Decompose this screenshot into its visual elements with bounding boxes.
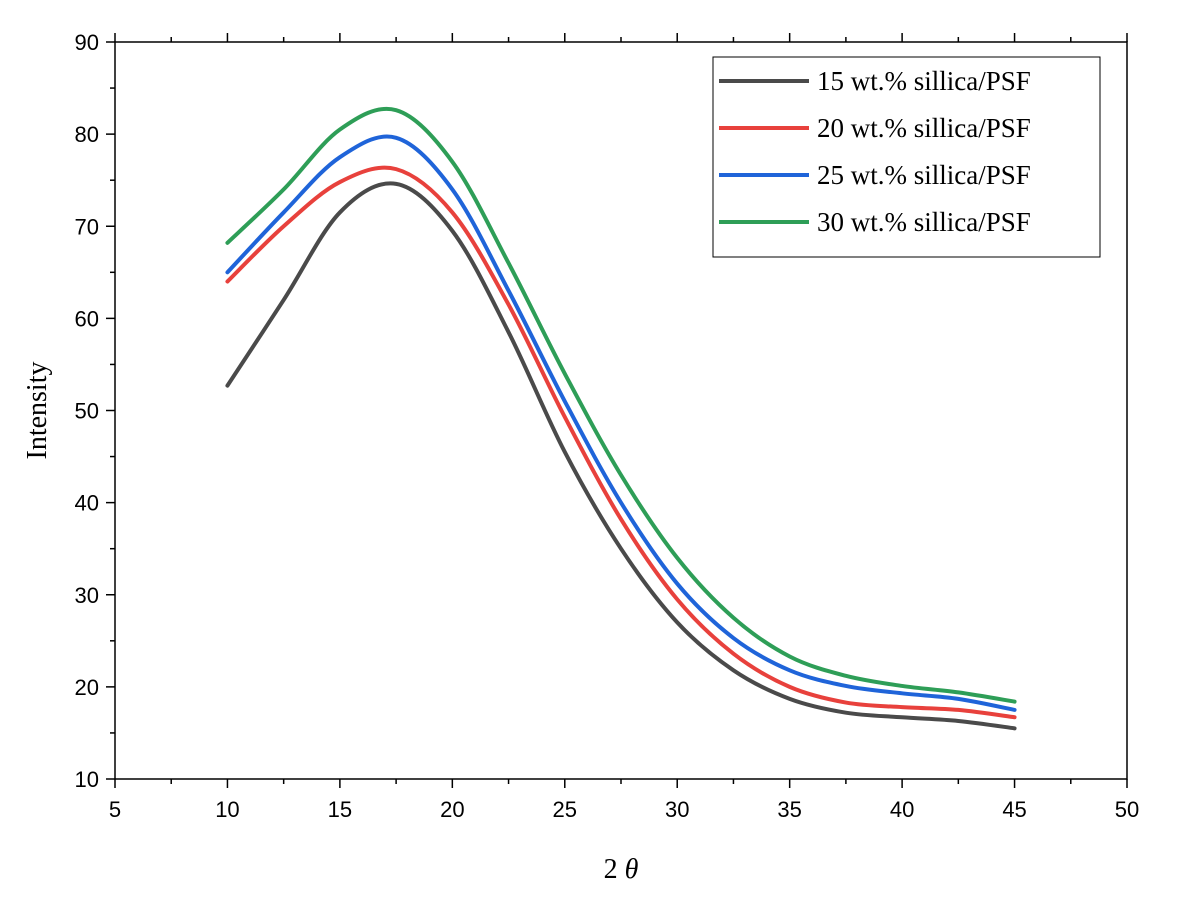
x-tick-label: 15 [328,797,352,822]
legend: 15 wt.% sillica/PSF 20 wt.% sillica/PSF 25… [712,56,1101,258]
y-tick-label: 70 [75,214,99,239]
y-tick-label: 80 [75,122,99,147]
x-tick-label: 30 [665,797,689,822]
x-tick-label: 5 [109,797,121,822]
x-tick-label: 20 [440,797,464,822]
x-tick-label: 50 [1115,797,1139,822]
legend-label-3: 25 wt.% sillica/PSF [817,160,1031,190]
series-line-2 [225,165,1017,720]
series-group [225,106,1017,731]
y-tick-label: 60 [75,306,99,331]
legend-label-2: 20 wt.% sillica/PSF [817,113,1031,143]
series-line-4 [225,106,1017,704]
series-line-3 [225,134,1017,712]
legend-label-4: 30 wt.% sillica/PSF [817,207,1031,237]
y-tick-label: 40 [75,491,99,516]
x-axis-label: 2 θ [604,854,639,885]
y-tick-label: 30 [75,583,99,608]
y-tick-label: 50 [75,399,99,424]
x-tick-label: 35 [777,797,801,822]
y-tick-label: 20 [75,675,99,700]
x-tick-label: 40 [890,797,914,822]
x-tick-label: 10 [215,797,239,822]
y-tick-label: 10 [75,767,99,792]
axes: 5 10 15 20 25 30 35 40 45 50 10 20 30 40 50 60 70 80 90 [75,30,1140,822]
x-tick-label: 25 [553,797,577,822]
series-line-1 [225,181,1017,731]
legend-label-1: 15 wt.% sillica/PSF [817,66,1031,96]
x-tick-label: 45 [1002,797,1026,822]
y-axis-label: Intensity [22,362,53,460]
y-tick-label: 90 [75,30,99,55]
